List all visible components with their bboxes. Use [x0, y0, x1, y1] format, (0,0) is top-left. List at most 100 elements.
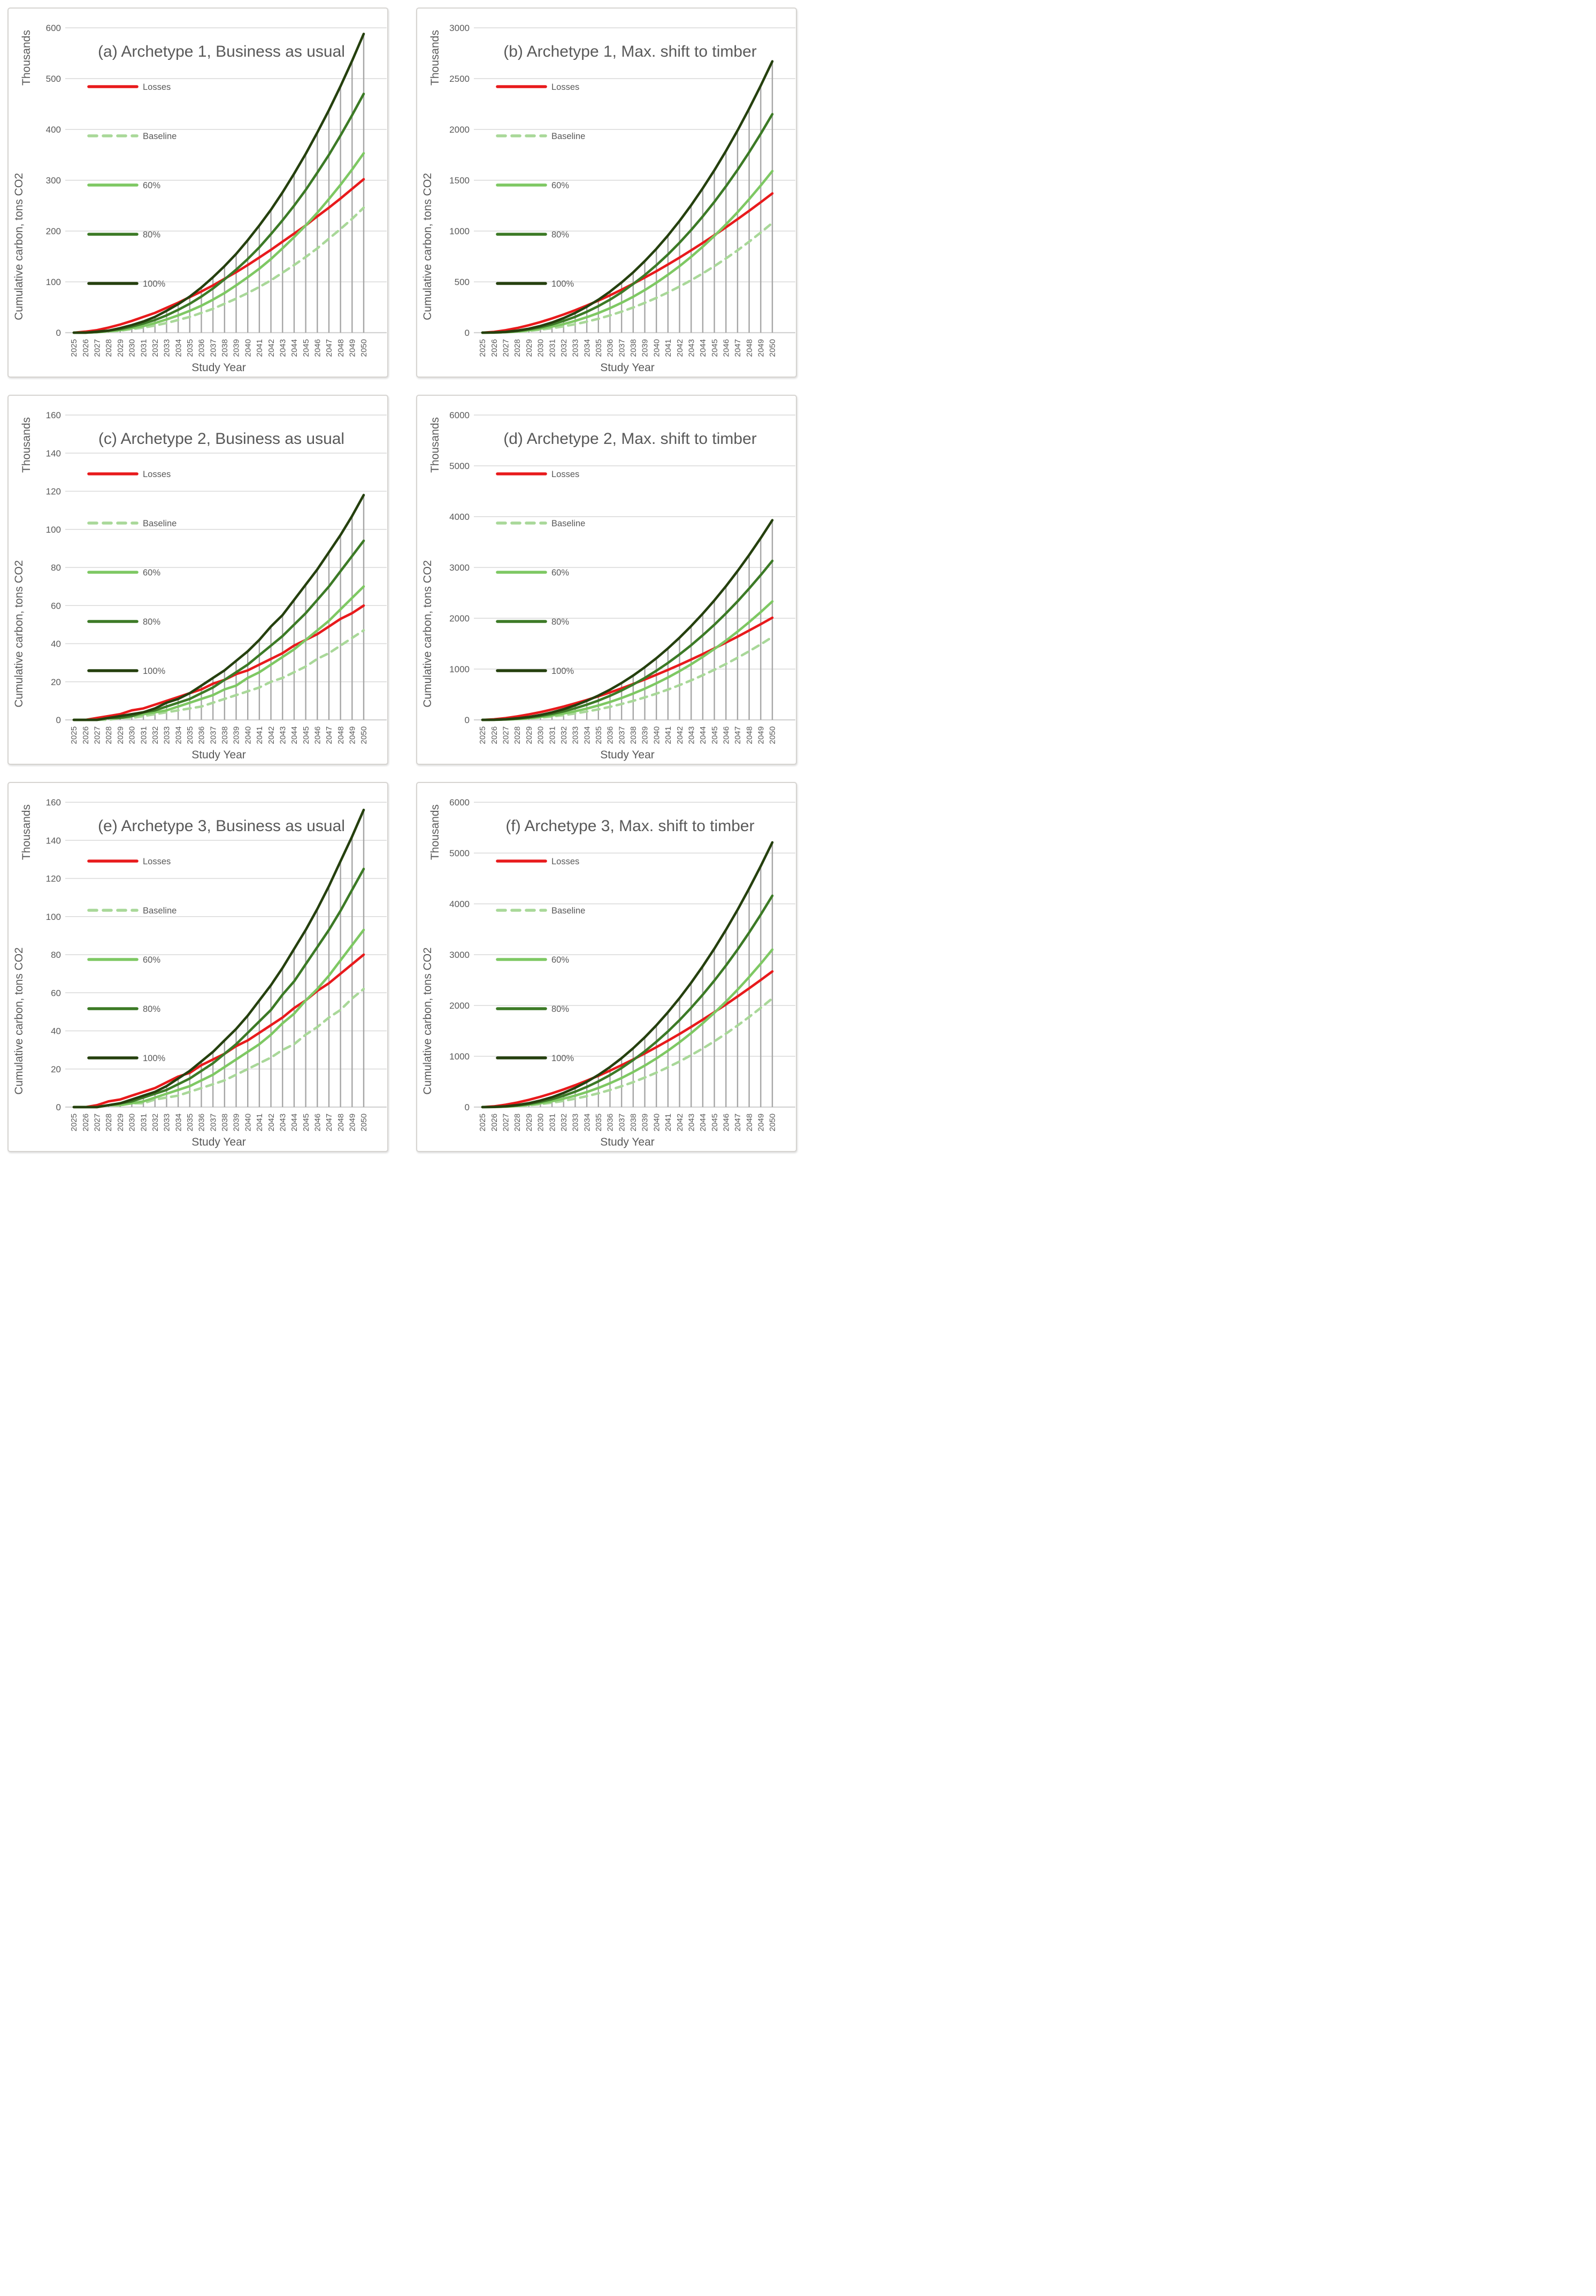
legend: Losses Baseline 60% 80% 100%: [496, 82, 585, 289]
x-tick-label: 2032: [151, 1114, 160, 1131]
x-tick-label: 2025: [70, 726, 79, 744]
legend-item-losses: Losses: [496, 857, 579, 866]
x-tick-label: 2038: [220, 339, 229, 357]
x-tick-label: 2037: [617, 1114, 626, 1131]
y-tick-label: 5000: [449, 461, 470, 471]
y-tick-label: 2000: [449, 125, 470, 135]
legend-item-losses: Losses: [87, 82, 171, 92]
x-tick-label: 2043: [687, 339, 696, 357]
x-tick-label: 2039: [232, 339, 241, 357]
figure-page: 0 100 200 300 400 500 600 2025 2026 2027 2028 2029 2…: [0, 0, 798, 1163]
y-tick-label: 20: [51, 677, 61, 687]
chart-title: (b) Archetype 1, Max. shift to timber: [503, 43, 757, 60]
x-tick-label: 2036: [606, 1114, 615, 1131]
x-tick-label: 2030: [128, 1114, 137, 1131]
x-tick-label: 2031: [548, 1114, 557, 1131]
legend-label: 100%: [551, 1054, 574, 1063]
x-tick-label: 2035: [594, 726, 603, 744]
legend-label: 60%: [551, 955, 569, 965]
series-100pct: [481, 841, 774, 1109]
x-tick-label: 2048: [336, 339, 346, 357]
x-tick-label: 2030: [536, 339, 546, 357]
drop-lines: [108, 495, 365, 720]
x-tick-label: 2034: [174, 726, 183, 744]
figure-grid: 0 100 200 300 400 500 600 2025 2026 2027 2028 2029 2…: [7, 7, 797, 1152]
x-tick-label: 2031: [548, 726, 557, 744]
legend-label: Losses: [551, 470, 579, 479]
legend-label: Losses: [143, 82, 171, 92]
x-tick-label: 2038: [220, 1114, 229, 1131]
chart-title: (c) Archetype 2, Business as usual: [98, 430, 344, 448]
legend-item-60pct: 60%: [496, 181, 569, 190]
legend-item-60pct: 60%: [87, 181, 160, 190]
series-lines: [72, 809, 365, 1109]
chart-panel-a: 0 100 200 300 400 500 600 2025 2026 2027 2028 2029 2…: [7, 7, 388, 378]
x-tick-label: 2028: [104, 726, 113, 744]
x-tick-label: 2034: [582, 1114, 592, 1131]
x-tick-label: 2026: [81, 726, 90, 744]
x-tick-label: 2025: [478, 1114, 487, 1131]
y-tick-label: 20: [51, 1064, 61, 1074]
x-tick-label: 2035: [186, 726, 195, 744]
y-axis-units-label: Thousands: [429, 30, 441, 86]
x-tick-label: 2025: [70, 339, 79, 357]
x-tick-label: 2039: [641, 1114, 650, 1131]
x-tick-label: 2048: [745, 339, 754, 357]
x-tick-label: 2041: [255, 1114, 264, 1131]
legend-label: Losses: [143, 857, 171, 866]
drop-lines: [493, 61, 773, 333]
y-tick-label: 4000: [449, 899, 470, 909]
x-tick-label: 2030: [128, 726, 137, 744]
y-tick-label: 6000: [449, 410, 470, 420]
series-100pct: [72, 809, 365, 1109]
series-100pct: [481, 60, 774, 334]
y-tick-labels: 0 1000 2000 3000 4000 5000 6000: [449, 797, 470, 1112]
x-tick-label: 2040: [652, 1114, 661, 1131]
x-tick-label: 2034: [582, 339, 592, 357]
x-tick-label: 2041: [664, 339, 673, 357]
x-tick-label: 2028: [513, 726, 522, 744]
y-tick-label: 0: [465, 715, 470, 725]
y-tick-label: 3000: [449, 950, 470, 960]
legend: Losses Baseline 60% 80% 100%: [87, 470, 177, 676]
x-tick-label: 2033: [571, 1114, 580, 1131]
x-tick-label: 2048: [336, 726, 346, 744]
y-tick-label: 80: [51, 950, 61, 960]
x-tick-label: 2036: [606, 339, 615, 357]
y-tick-label: 160: [46, 797, 61, 808]
x-tick-label: 2029: [525, 1114, 534, 1131]
legend-item-80pct: 80%: [496, 617, 569, 627]
x-tick-label: 2028: [104, 339, 113, 357]
x-tick-label: 2027: [502, 726, 511, 744]
x-tick-label: 2041: [255, 339, 264, 357]
series-lines: [481, 60, 774, 334]
chart-panel-d: 0 1000 2000 3000 4000 5000 6000 2025 2026 2027 202…: [416, 395, 797, 765]
y-tick-label: 3000: [449, 23, 470, 33]
x-tick-label: 2042: [267, 1114, 276, 1131]
y-gridlines: [65, 802, 387, 1108]
x-tick-label: 2037: [617, 339, 626, 357]
legend-item-losses: Losses: [87, 470, 171, 479]
chart-panel-f: 0 1000 2000 3000 4000 5000 6000 2025 2026 2027 202…: [416, 782, 797, 1152]
x-tick-label: 2047: [733, 339, 742, 357]
x-axis-title: Study Year: [600, 362, 655, 374]
legend-label: 80%: [143, 1004, 160, 1014]
x-tick-label: 2033: [571, 726, 580, 744]
legend-item-80pct: 80%: [87, 230, 160, 240]
legend-item-60pct: 60%: [87, 955, 160, 965]
x-tick-label: 2046: [313, 1114, 322, 1131]
x-tick-label: 2042: [676, 1114, 685, 1131]
x-tick-label: 2028: [513, 339, 522, 357]
series-lines: [481, 519, 774, 721]
x-tick-label: 2036: [606, 726, 615, 744]
x-tick-label: 2038: [629, 339, 638, 357]
x-tick-label: 2035: [186, 339, 195, 357]
x-tick-label: 2036: [197, 339, 206, 357]
y-tick-label: 2000: [449, 613, 470, 624]
legend-item-baseline: Baseline: [496, 132, 585, 141]
x-tick-label: 2032: [559, 339, 569, 357]
x-tick-label: 2043: [687, 1114, 696, 1131]
series-losses: [481, 192, 774, 334]
